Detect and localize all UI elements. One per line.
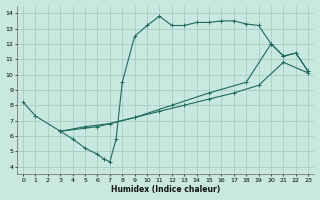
X-axis label: Humidex (Indice chaleur): Humidex (Indice chaleur) xyxy=(111,185,220,194)
